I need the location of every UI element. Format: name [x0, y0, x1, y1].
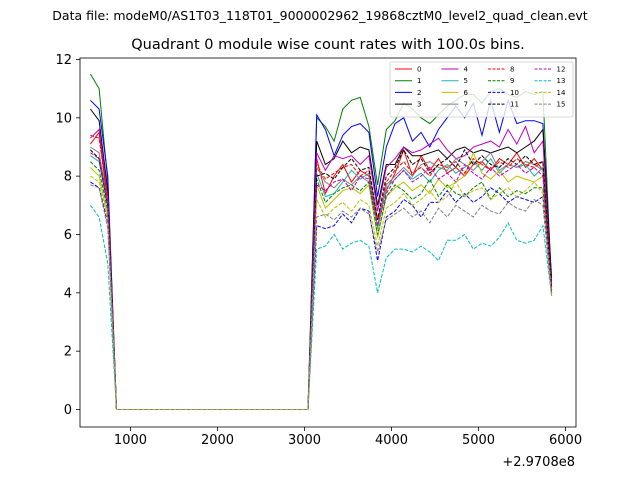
y-axis: 0 2 4 6 8 10 12: [55, 53, 80, 418]
legend-label-12: 12: [557, 66, 566, 74]
legend-label-11: 11: [510, 101, 519, 109]
x-tick-label: 4000: [375, 433, 408, 448]
axes-frame: [79, 57, 577, 428]
y-tick-label: 4: [64, 286, 72, 301]
legend-box: [389, 61, 574, 118]
y-tick-label: 8: [64, 170, 72, 185]
legend-label-4: 4: [464, 66, 469, 74]
legend-label-13: 13: [557, 77, 566, 85]
x-tick-label: 6000: [549, 433, 582, 448]
series-line-12: [90, 152, 553, 410]
chart-title: Quadrant 0 module wise count rates with …: [131, 37, 525, 53]
plot-area: [79, 57, 577, 428]
series-line-7: [90, 146, 553, 410]
x-axis: 1000 2000 3000 4000 5000 6000: [114, 427, 582, 448]
legend-label-10: 10: [510, 89, 519, 97]
y-tick-label: 0: [64, 403, 72, 418]
series-line-1: [89, 73, 553, 410]
suptitle: Data file: modeM0/AS1T03_118T01_90000029…: [52, 8, 587, 23]
legend-label-5: 5: [464, 77, 468, 85]
y-tick-label: 12: [55, 53, 72, 68]
legend-label-9: 9: [510, 77, 514, 85]
series-line-14: [90, 175, 553, 410]
x-tick-label: 5000: [462, 433, 495, 448]
y-tick-label: 6: [64, 228, 72, 243]
legend-label-8: 8: [510, 66, 514, 74]
legend-label-0: 0: [417, 66, 421, 74]
series-line-10: [90, 181, 553, 410]
legend-label-1: 1: [417, 77, 421, 85]
x-tick-label: 3000: [288, 433, 321, 448]
y-tick-label: 10: [55, 111, 72, 126]
legend-label-6: 6: [464, 89, 469, 97]
legend-label-3: 3: [417, 101, 421, 109]
x-tick-label: 2000: [201, 433, 234, 448]
legend-label-15: 15: [557, 101, 566, 109]
series-line-6: [90, 151, 553, 410]
y-tick-label: 2: [64, 345, 72, 360]
series-line-5: [90, 155, 553, 410]
series-line-2: [90, 98, 553, 410]
series-line-3: [89, 108, 553, 410]
legend-label-14: 14: [557, 89, 566, 97]
x-tick-label: 1000: [114, 433, 147, 448]
x-offset-label: +2.9708e8: [502, 455, 575, 470]
series-line-15: [90, 184, 553, 410]
series-line-13: [89, 205, 553, 410]
series-line-9: [90, 161, 553, 410]
legend-label-7: 7: [464, 101, 468, 109]
legend-label-2: 2: [417, 89, 421, 97]
